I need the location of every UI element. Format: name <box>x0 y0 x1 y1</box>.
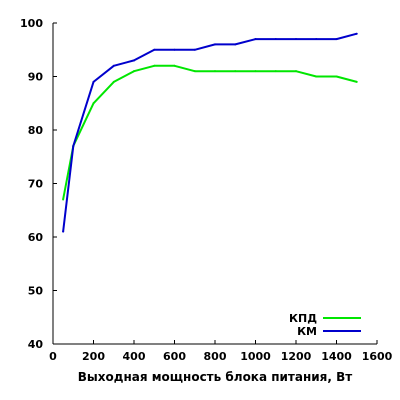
data-point <box>72 145 75 148</box>
series-line-1 <box>62 64 358 200</box>
y-tick-label: 40 <box>28 338 44 351</box>
data-point <box>62 230 65 233</box>
series-layer <box>62 32 358 233</box>
data-point <box>295 38 297 41</box>
x-tick-label: 0 <box>49 350 57 363</box>
x-tick-label: 1600 <box>362 350 393 363</box>
y-tick-label: 60 <box>28 231 44 244</box>
data-point <box>133 59 135 62</box>
data-point <box>153 48 156 51</box>
data-point <box>153 64 156 67</box>
data-point <box>315 75 318 78</box>
data-point <box>355 32 358 35</box>
data-point <box>355 80 358 83</box>
legend-label: КПД <box>289 312 317 325</box>
x-tick-label: 1200 <box>281 350 312 363</box>
data-point <box>234 43 237 46</box>
data-point <box>214 43 216 46</box>
data-point <box>112 80 115 83</box>
y-tick-label: 50 <box>28 285 44 298</box>
x-tick-label: 200 <box>82 350 105 363</box>
data-point <box>214 70 216 73</box>
data-point <box>193 48 196 51</box>
legend-label: КМ <box>297 325 317 338</box>
data-point <box>254 70 257 73</box>
data-point <box>92 80 95 83</box>
data-point <box>173 48 176 51</box>
data-point <box>62 198 65 201</box>
y-ticks: 40 50 60 70 80 90 100 <box>20 17 57 351</box>
y-tick-label: 90 <box>28 71 44 84</box>
y-tick-label: 100 <box>20 17 43 30</box>
y-tick-label: 70 <box>28 178 44 191</box>
x-axis-title: Выходная мощность блока питания, Вт <box>78 370 353 384</box>
data-point <box>112 64 115 67</box>
data-point <box>133 70 135 73</box>
x-tick-label: 600 <box>163 350 186 363</box>
data-point <box>173 64 176 67</box>
data-point <box>315 38 318 41</box>
x-ticks: 0 200 400 600 800 1000 1200 1400 1600 <box>49 340 393 363</box>
data-point <box>335 38 338 41</box>
data-point <box>254 38 257 41</box>
series-line-2 <box>62 32 358 232</box>
data-point <box>234 70 237 73</box>
x-tick-label: 1400 <box>321 350 352 363</box>
data-point <box>335 75 338 78</box>
data-point <box>92 102 95 105</box>
data-point <box>274 38 277 41</box>
data-point <box>274 70 277 73</box>
y-tick-label: 80 <box>28 124 44 137</box>
x-tick-label: 1000 <box>240 350 271 363</box>
data-point <box>193 70 196 73</box>
x-tick-label: 800 <box>204 350 227 363</box>
data-point <box>295 70 297 73</box>
x-tick-label: 400 <box>123 350 146 363</box>
